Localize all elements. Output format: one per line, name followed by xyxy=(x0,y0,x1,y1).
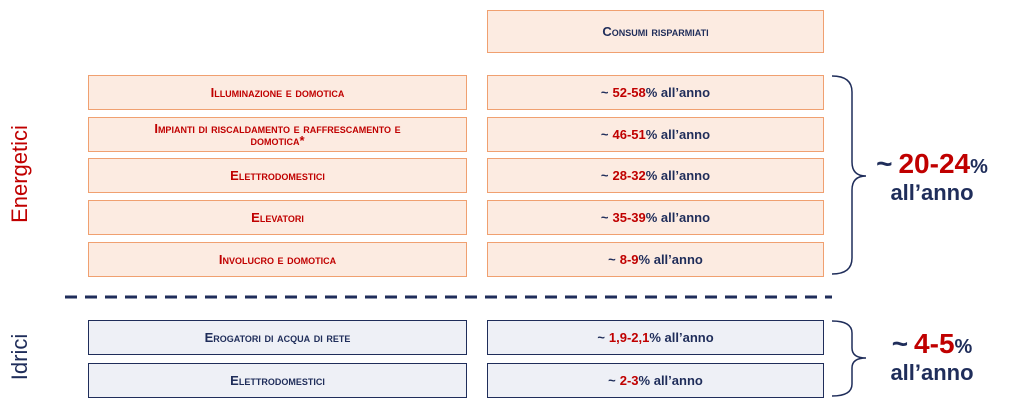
row-label: Impianti di riscaldamento e raffrescamen… xyxy=(88,117,467,152)
row-value: ~35-39% all’anno xyxy=(487,200,824,235)
unit: % all’anno xyxy=(645,209,711,225)
row-label: Illuminazione e domotica xyxy=(88,75,467,110)
row-value: ~8-9% all’anno xyxy=(487,242,824,277)
tilde: ~ xyxy=(608,251,616,267)
tilde: ~ xyxy=(600,167,609,183)
label-text: Erogatori di acqua di rete xyxy=(204,329,351,345)
total-value: ~20-24% xyxy=(852,148,1011,180)
brace xyxy=(831,320,867,397)
tilde: ~ xyxy=(600,209,609,225)
group-label: Energetici xyxy=(7,125,32,223)
range: 46-51 xyxy=(612,126,646,142)
range: 52-58 xyxy=(612,84,646,100)
range: 35-39 xyxy=(612,209,646,225)
label-text: Elettrodomestici xyxy=(230,372,325,388)
row-label: Involucro e domotica xyxy=(88,242,467,277)
row-label: Elevatori xyxy=(88,200,467,235)
range: 8-9 xyxy=(619,251,639,267)
tilde: ~ xyxy=(600,126,609,142)
row-value: ~28-32% all’anno xyxy=(487,158,824,193)
tilde: ~ xyxy=(876,148,893,179)
total: ~20-24% all’anno xyxy=(852,148,1011,206)
group-label: Idrici xyxy=(7,333,32,381)
row-label: Erogatori di acqua di rete xyxy=(88,320,467,355)
label-text: Elevatori xyxy=(251,209,304,225)
unit: % all’anno xyxy=(645,126,711,142)
total-range: 4-5 xyxy=(914,328,955,359)
total: ~4-5% all’anno xyxy=(852,328,1011,386)
tilde: ~ xyxy=(600,84,609,100)
label-text: Illuminazione e domotica xyxy=(210,84,345,100)
unit: % all’anno xyxy=(638,372,703,388)
unit: % all’anno xyxy=(645,167,711,183)
brace xyxy=(831,75,867,275)
total-unit: all’anno xyxy=(890,180,974,205)
tilde: ~ xyxy=(597,329,605,345)
unit: % all’anno xyxy=(645,84,711,100)
row-label: Elettrodomestici xyxy=(88,363,467,398)
row-value: ~1,9-2,1% all’anno xyxy=(487,320,824,355)
range: 28-32 xyxy=(612,167,646,183)
label-text: Elettrodomestici xyxy=(230,167,325,183)
total-unit: all’anno xyxy=(890,360,974,385)
range: 2-3 xyxy=(619,372,639,388)
percent: % xyxy=(954,336,973,358)
unit: % all’anno xyxy=(638,251,703,267)
row-label: Elettrodomestici xyxy=(88,158,467,193)
label-text: Involucro e domotica xyxy=(218,251,337,267)
percent: % xyxy=(970,156,988,178)
header: Consumi risparmiati xyxy=(487,10,824,53)
label-text: Impianti di riscaldamento e raffrescamen… xyxy=(154,120,401,148)
tilde: ~ xyxy=(608,372,616,388)
tilde: ~ xyxy=(891,328,909,359)
row-value: ~52-58% all’anno xyxy=(487,75,824,110)
row-value: ~46-51% all’anno xyxy=(487,117,824,152)
total-range: 20-24 xyxy=(898,148,971,179)
range: 1,9-2,1 xyxy=(608,329,650,345)
total-value: ~4-5% xyxy=(852,328,1011,360)
row-value: ~2-3% all’anno xyxy=(487,363,824,398)
unit: % all’anno xyxy=(649,329,714,345)
